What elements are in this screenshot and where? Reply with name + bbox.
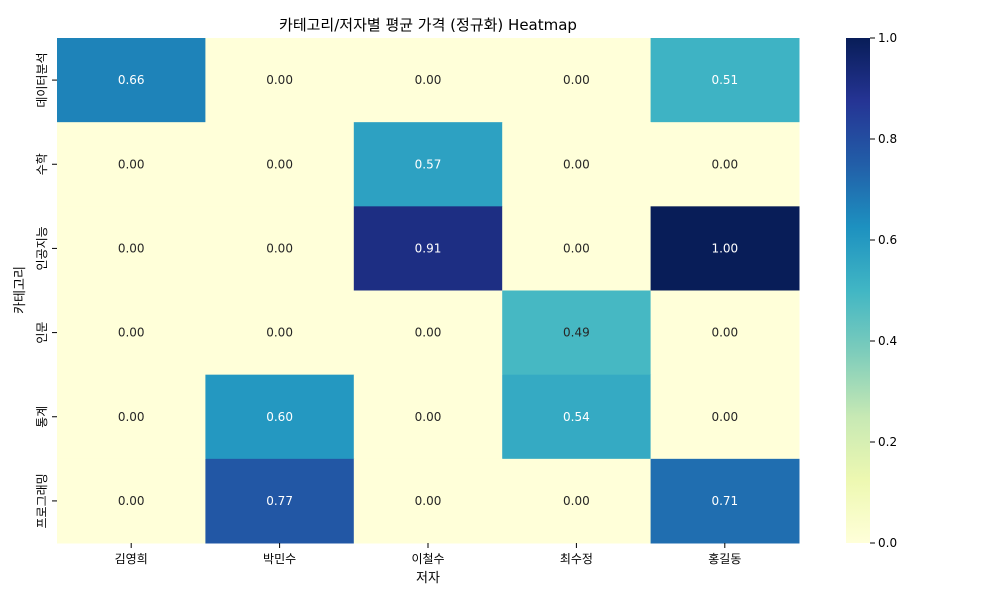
cell-value-label: 0.00 xyxy=(563,494,590,508)
cell-value-label: 0.71 xyxy=(711,494,738,508)
cell-value-label: 0.00 xyxy=(266,157,293,171)
heatmap-cell xyxy=(353,38,503,123)
heatmap-cells: 0.66 0.00 0.00 0.00 0.51 0.00 0.00 0.57 0.00 0.00… xyxy=(57,38,800,544)
cell-value-label: 0.00 xyxy=(563,241,590,255)
colorbar-tick-label: 0.4 xyxy=(878,334,897,348)
cell-value-label: 0.00 xyxy=(711,410,738,424)
colorbar-tick-label: 0.0 xyxy=(878,536,897,550)
heatmap-cell xyxy=(205,122,355,207)
heatmap-cell xyxy=(502,290,652,376)
cell-value-label: 0.00 xyxy=(118,410,145,424)
heatmap-cell xyxy=(353,122,503,207)
heatmap-cell xyxy=(353,206,503,291)
x-tick-label: 이철수 xyxy=(411,552,444,566)
cell-value-label: 0.66 xyxy=(118,73,145,87)
colorbar-gradient xyxy=(846,38,870,543)
cell-value-label: 0.00 xyxy=(118,326,145,340)
heatmap-cell xyxy=(650,290,800,376)
cell-value-label: 0.00 xyxy=(118,494,145,508)
chart-title: 카테고리/저자별 평균 가격 (정규화) Heatmap xyxy=(279,16,577,34)
cell-value-label: 0.54 xyxy=(563,410,590,424)
colorbar: 0.0 0.2 0.4 0.6 0.8 1.0 xyxy=(846,31,897,550)
cell-value-label: 0.00 xyxy=(266,73,293,87)
colorbar-tick-label: 1.0 xyxy=(878,31,897,45)
cell-value-label: 0.00 xyxy=(711,157,738,171)
heatmap-cell xyxy=(502,122,652,207)
y-tick-label: 프로그래밍 xyxy=(35,473,49,528)
heatmap-cell xyxy=(205,458,355,544)
heatmap-cell xyxy=(650,122,800,207)
cell-value-label: 0.60 xyxy=(266,410,293,424)
heatmap-cell xyxy=(650,38,800,123)
heatmap-cell xyxy=(502,458,652,544)
heatmap-cell xyxy=(502,374,652,460)
cell-value-label: 0.57 xyxy=(415,157,442,171)
cell-value-label: 0.00 xyxy=(711,326,738,340)
colorbar-tick-label: 0.8 xyxy=(878,132,897,146)
cell-value-label: 0.49 xyxy=(563,326,590,340)
x-axis: 김영희 박민수 이철수 최수정 홍길동 xyxy=(115,543,741,566)
colorbar-tick-label: 0.6 xyxy=(878,233,897,247)
y-tick-label: 인공지능 xyxy=(35,226,49,270)
heatmap-cell xyxy=(57,290,206,376)
heatmap-cell xyxy=(205,374,355,460)
heatmap-cell xyxy=(502,206,652,291)
heatmap-cell xyxy=(57,38,206,123)
cell-value-label: 0.51 xyxy=(711,73,738,87)
heatmap-cell xyxy=(57,458,206,544)
cell-value-label: 0.00 xyxy=(266,241,293,255)
cell-value-label: 0.00 xyxy=(415,410,442,424)
y-tick-label: 데이터분석 xyxy=(35,52,49,107)
cell-value-label: 0.00 xyxy=(415,494,442,508)
cell-value-label: 0.00 xyxy=(415,326,442,340)
cell-value-label: 0.00 xyxy=(266,326,293,340)
heatmap-cell xyxy=(205,290,355,376)
y-axis-title: 카테고리 xyxy=(13,266,28,314)
heatmap-cell xyxy=(650,206,800,291)
heatmap-cell xyxy=(353,458,503,544)
y-tick-label: 수학 xyxy=(35,153,49,175)
x-tick-label: 최수정 xyxy=(560,552,593,566)
cell-value-label: 0.00 xyxy=(563,73,590,87)
cell-value-label: 0.00 xyxy=(563,157,590,171)
heatmap-cell xyxy=(57,122,206,207)
heatmap-cell xyxy=(650,374,800,460)
colorbar-tick-label: 0.2 xyxy=(878,435,897,449)
heatmap-cell xyxy=(205,38,355,123)
x-tick-label: 박민수 xyxy=(263,552,296,566)
x-tick-label: 홍길동 xyxy=(708,552,741,566)
heatmap-cell xyxy=(353,290,503,376)
cell-value-label: 0.00 xyxy=(415,73,442,87)
heatmap-cell xyxy=(650,458,800,544)
y-tick-label: 통계 xyxy=(35,406,49,428)
y-tick-label: 인문 xyxy=(35,322,49,344)
cell-value-label: 0.00 xyxy=(118,241,145,255)
x-axis-title: 저자 xyxy=(416,571,440,586)
cell-value-label: 0.77 xyxy=(266,494,293,508)
x-tick-label: 김영희 xyxy=(115,552,148,566)
cell-value-label: 0.00 xyxy=(118,157,145,171)
cell-value-label: 0.91 xyxy=(415,241,442,255)
heatmap-cell xyxy=(353,374,503,460)
heatmap-cell xyxy=(57,206,206,291)
heatmap-cell xyxy=(502,38,652,123)
heatmap-cell xyxy=(57,374,206,460)
cell-value-label: 1.00 xyxy=(711,241,738,255)
heatmap-cell xyxy=(205,206,355,291)
